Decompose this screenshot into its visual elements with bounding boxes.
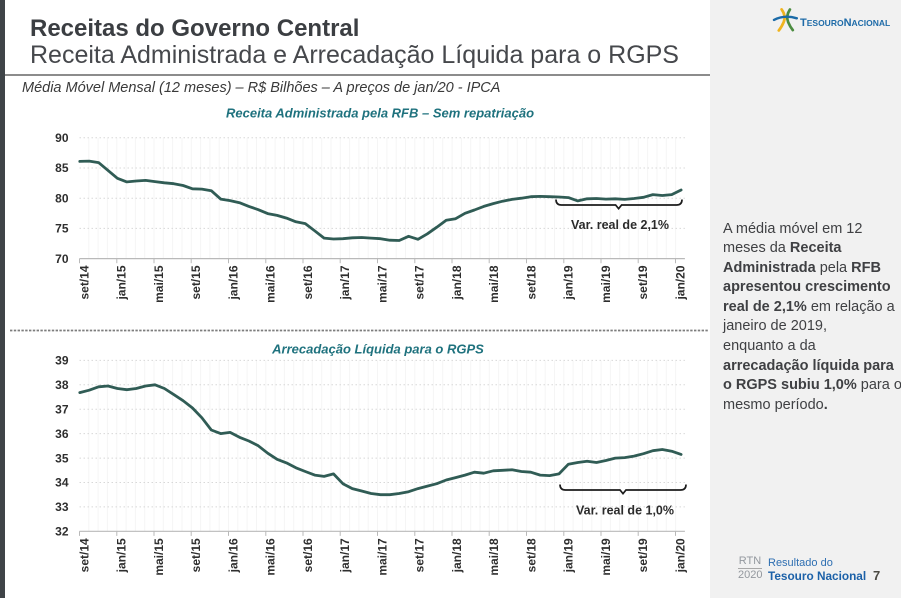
svg-text:set/17: set/17 [413,265,427,299]
svg-text:jan/18: jan/18 [450,265,464,300]
svg-text:mai/18: mai/18 [487,265,501,303]
svg-text:85: 85 [55,161,69,175]
svg-text:set/17: set/17 [413,538,427,572]
svg-text:jan/19: jan/19 [562,265,576,300]
svg-text:jan/16: jan/16 [226,265,240,300]
svg-text:39: 39 [55,354,69,368]
svg-text:37: 37 [55,402,69,416]
svg-text:36: 36 [55,427,69,441]
svg-text:set/19: set/19 [636,538,650,572]
svg-text:jan/17: jan/17 [338,538,352,573]
svg-text:38: 38 [55,378,69,392]
svg-text:set/18: set/18 [524,265,538,299]
svg-text:mai/17: mai/17 [375,265,389,303]
svg-text:set/14: set/14 [77,538,91,572]
svg-text:set/16: set/16 [301,538,315,572]
svg-text:set/14: set/14 [77,265,91,299]
svg-text:set/15: set/15 [189,538,203,572]
svg-text:Var. real de 2,1%: Var. real de 2,1% [571,218,669,232]
svg-text:80: 80 [55,191,69,205]
svg-text:35: 35 [55,451,69,465]
svg-text:33: 33 [55,500,69,514]
svg-text:Receita Administrada pela RFB: Receita Administrada pela RFB – Sem repa… [226,106,534,121]
svg-text:set/16: set/16 [301,265,315,299]
svg-text:mai/18: mai/18 [487,538,501,576]
svg-text:jan/17: jan/17 [338,265,352,300]
svg-text:jan/20: jan/20 [673,265,687,300]
svg-text:set/18: set/18 [524,538,538,572]
svg-text:set/19: set/19 [636,265,650,299]
svg-text:jan/18: jan/18 [450,538,464,573]
svg-text:mai/19: mai/19 [599,538,613,576]
svg-text:mai/16: mai/16 [264,538,278,576]
svg-text:70: 70 [55,252,69,266]
svg-text:34: 34 [55,476,69,490]
svg-text:mai/16: mai/16 [264,265,278,303]
svg-text:32: 32 [55,525,69,539]
svg-text:75: 75 [55,222,69,236]
svg-text:Arrecadação Líquida para o RGP: Arrecadação Líquida para o RGPS [271,342,484,357]
svg-text:jan/15: jan/15 [115,538,129,573]
svg-text:mai/17: mai/17 [375,538,389,576]
svg-text:jan/19: jan/19 [562,538,576,573]
svg-text:mai/19: mai/19 [599,265,613,303]
svg-text:set/15: set/15 [189,265,203,299]
svg-text:jan/20: jan/20 [673,538,687,573]
svg-text:jan/15: jan/15 [115,265,129,300]
svg-text:90: 90 [55,131,69,145]
svg-text:mai/15: mai/15 [152,265,166,303]
svg-text:jan/16: jan/16 [226,538,240,573]
svg-text:mai/15: mai/15 [152,538,166,576]
svg-text:Var. real de 1,0%: Var. real de 1,0% [576,504,674,518]
